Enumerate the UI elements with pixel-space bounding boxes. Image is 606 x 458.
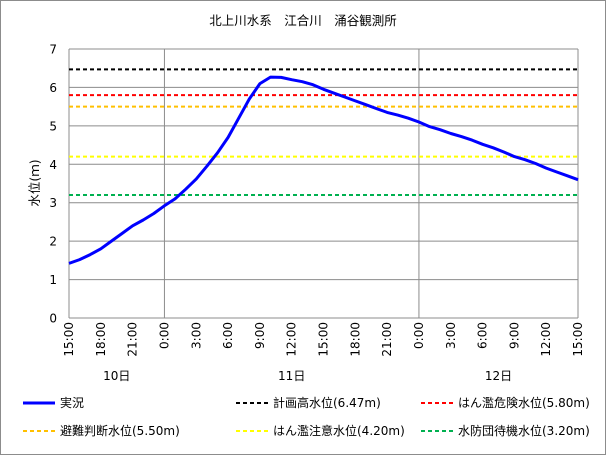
plot-grid — [68, 48, 579, 319]
y-tick-label: 1 — [49, 273, 57, 287]
x-tick-label: 3:00 — [444, 322, 458, 349]
x-tick-label: 6:00 — [476, 322, 490, 349]
x-tick-label: 9:00 — [507, 322, 521, 349]
y-tick-label: 6 — [49, 81, 57, 95]
x-tick-label: 21:00 — [126, 322, 140, 357]
day-label: 11日 — [278, 369, 305, 383]
day-label: 12日 — [485, 369, 512, 383]
y-axis-ticks: 0 1 2 3 4 5 6 7 — [49, 43, 57, 326]
x-tick-label: 9:00 — [253, 322, 267, 349]
chart-title: 北上川水系 江合川 涌谷観測所 — [209, 13, 397, 28]
legend-label: はん濫注意水位(4.20m) — [273, 423, 405, 438]
x-tick-label: 3:00 — [189, 322, 203, 349]
x-tick-label: 18:00 — [348, 322, 362, 357]
y-tick-label: 7 — [49, 43, 57, 57]
y-axis-label: 水位(ｍ) — [27, 159, 42, 206]
threshold-lines — [69, 68, 578, 197]
legend-label: 水防団待機水位(3.20m) — [458, 423, 590, 438]
x-tick-label: 12:00 — [285, 322, 299, 357]
x-tick-label: 12:00 — [539, 322, 553, 357]
x-tick-label: 15:00 — [571, 322, 585, 357]
x-tick-label: 15:00 — [317, 322, 331, 357]
legend-label: 計画高水位(6.47m) — [273, 395, 381, 410]
y-tick-label: 5 — [49, 119, 57, 133]
y-tick-label: 4 — [49, 158, 57, 172]
x-tick-label: 21:00 — [380, 322, 394, 357]
legend-label: 実況 — [60, 395, 84, 410]
x-tick-label: 18:00 — [94, 322, 108, 357]
y-tick-label: 2 — [49, 235, 57, 249]
legend-label: はん濫危険水位(5.80m) — [458, 395, 590, 410]
observed-series — [68, 75, 579, 265]
y-tick-label: 3 — [49, 196, 57, 210]
legend: 実況 計画高水位(6.47m) はん濫危険水位(5.80m) 避難判断水位(5.50m… — [23, 395, 590, 438]
y-tick-label: 0 — [49, 312, 57, 326]
day-label: 10日 — [103, 369, 130, 383]
legend-label: 避難判断水位(5.50m) — [60, 423, 180, 438]
x-tick-label: 15:00 — [62, 322, 76, 357]
x-tick-label: 0:00 — [157, 322, 171, 349]
x-axis-ticks: 15:00 18:00 21:00 0:00 3:00 6:00 9:00 12:00 15:0… — [62, 322, 585, 357]
x-tick-label: 0:00 — [412, 322, 426, 349]
observed-line — [68, 75, 579, 265]
x-tick-label: 6:00 — [221, 322, 235, 349]
day-labels: 10日 11日 12日 — [103, 369, 512, 383]
